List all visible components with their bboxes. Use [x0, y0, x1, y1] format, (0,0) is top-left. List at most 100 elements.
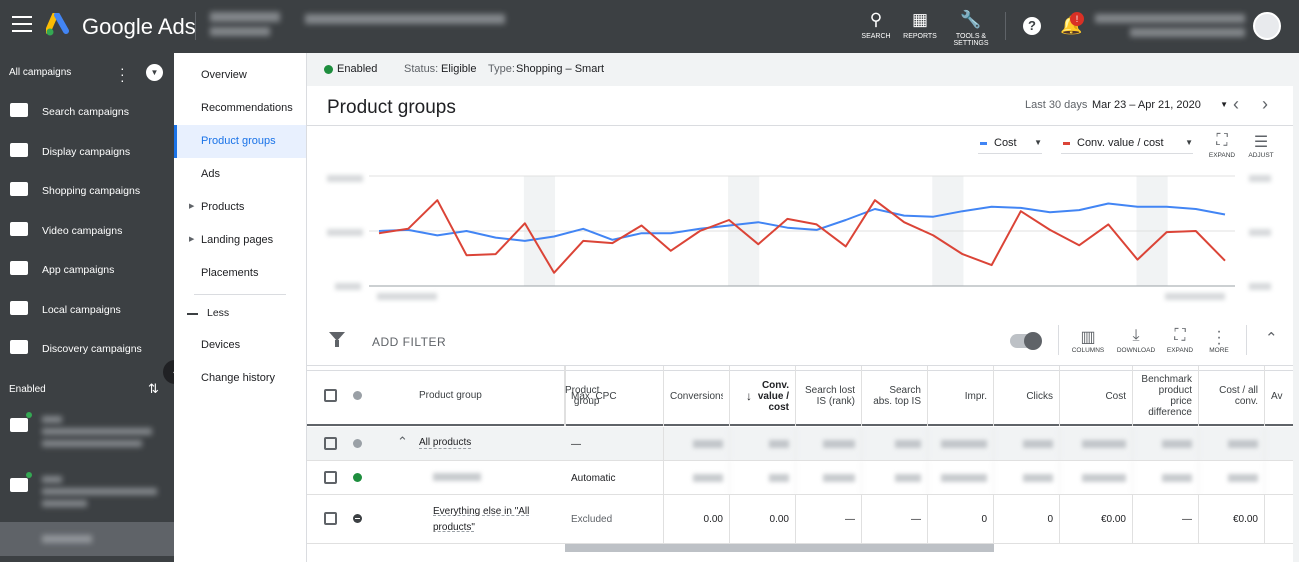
chevron-down-icon[interactable]: ▼ — [146, 64, 163, 81]
table-expand-button[interactable]: ⛶ EXPAND — [1160, 327, 1200, 354]
series-line-cost[interactable] — [378, 202, 1226, 242]
col-max-cpc[interactable]: Max. CPC — [565, 366, 664, 426]
excluded-status-icon[interactable] — [353, 514, 362, 523]
cell-conversions — [664, 461, 730, 495]
columns-icon: ▥ — [1080, 329, 1096, 346]
table-row — [307, 427, 1293, 461]
nav-header[interactable]: All campaigns — [9, 67, 72, 78]
menu-placements[interactable]: Placements — [201, 267, 259, 279]
date-range-picker[interactable]: Mar 23 – Apr 21, 2020 ▼ — [1092, 99, 1228, 111]
add-filter-button[interactable]: ADD FILTER — [372, 335, 447, 349]
product-group-all[interactable]: All products — [419, 437, 472, 449]
metric-selector-1[interactable]: Cost ▼ — [978, 136, 1042, 154]
avatar[interactable] — [1253, 12, 1281, 40]
nav-item-local[interactable]: Local campaigns — [0, 291, 174, 329]
sort-icon[interactable]: ⇅ — [148, 381, 159, 396]
col-product-group-label[interactable]: Product group — [419, 390, 482, 401]
collapse-table-icon[interactable]: ⌃ — [1265, 330, 1278, 347]
menu-change-history[interactable]: Change history — [201, 372, 275, 384]
nav-campaign-1[interactable] — [0, 408, 174, 463]
menu-overview[interactable]: Overview — [201, 69, 247, 81]
caret-right-icon: ▶ — [189, 203, 195, 210]
row-status-dot[interactable] — [353, 473, 362, 482]
product-group-name[interactable] — [433, 473, 481, 481]
enabled-status-dot — [324, 65, 333, 74]
menu-ads[interactable]: Ads — [201, 168, 220, 180]
display-campaign-icon — [10, 143, 28, 157]
cell-cost — [1060, 461, 1133, 495]
product-group-everything-else[interactable]: Everything else in "All products" — [433, 506, 530, 533]
nav-item-shopping[interactable]: Shopping campaigns — [0, 172, 174, 210]
next-period-icon[interactable]: › — [1262, 94, 1268, 114]
nav-selected-adgroup[interactable] — [0, 522, 174, 556]
cell-search-lost-is: — — [796, 495, 862, 544]
metric-selector-2[interactable]: Conv. value / cost ▼ — [1061, 136, 1193, 154]
columns-button[interactable]: ▥ COLUMNS — [1068, 327, 1108, 354]
menu-products[interactable]: ▶ Products — [189, 201, 245, 213]
menu-product-groups[interactable]: Product groups — [174, 125, 306, 158]
horizontal-scrollbar[interactable] — [565, 544, 994, 552]
chart-adjust-button[interactable]: ☰ ADJUST — [1241, 132, 1281, 159]
col-impr[interactable]: Impr. — [928, 366, 994, 426]
help-icon[interactable]: ? — [1023, 17, 1041, 35]
nav-campaign-2[interactable] — [0, 468, 174, 523]
cell-max-cpc[interactable]: — — [565, 427, 664, 461]
previous-period-icon[interactable]: ‹ — [1233, 94, 1239, 114]
menu-devices[interactable]: Devices — [201, 339, 241, 351]
collapse-group-icon[interactable]: ⌃ — [397, 434, 408, 449]
col-conv-value-cost[interactable]: ↓ Conv. value / cost — [730, 366, 796, 426]
app-campaign-icon — [10, 261, 28, 275]
col-clicks[interactable]: Clicks — [994, 366, 1060, 426]
row-checkbox[interactable] — [324, 512, 337, 525]
expand-icon: ⛶ — [1174, 327, 1186, 344]
app-name: Google Ads — [82, 14, 196, 39]
filter-icon[interactable] — [329, 332, 345, 341]
select-all-checkbox[interactable] — [324, 389, 337, 402]
menu-recommendations[interactable]: Recommendations — [201, 102, 293, 114]
cell-conv-value-cost — [730, 427, 796, 461]
col-conversions[interactable]: Conversions — [664, 366, 730, 426]
cell-conversions: 0.00 — [664, 495, 730, 544]
menu-landing-pages[interactable]: ▶ Landing pages — [189, 234, 274, 246]
enabled-status[interactable]: Enabled — [337, 63, 378, 75]
nav-item-video[interactable]: Video campaigns — [0, 212, 174, 250]
row-checkbox[interactable] — [324, 437, 337, 450]
search-icon: ⚲ — [869, 10, 883, 29]
col-search-lost-is[interactable]: Search lost IS (rank) — [796, 366, 862, 426]
nav-item-app[interactable]: App campaigns — [0, 251, 174, 289]
more-vert-icon: · · · — [1216, 323, 1222, 352]
metric-color-swatch — [980, 142, 987, 145]
menu-less-toggle[interactable]: Less — [174, 297, 306, 330]
row-status-dot[interactable] — [353, 439, 362, 448]
col-cost[interactable]: Cost — [1060, 366, 1133, 426]
nav-item-discovery[interactable]: Discovery campaigns — [0, 330, 174, 368]
col-avg[interactable]: Av — [1271, 390, 1283, 402]
nav-item-search[interactable]: Search campaigns — [0, 93, 174, 131]
enabled-dot — [26, 472, 32, 478]
cell-search-abs-top-is — [862, 461, 928, 495]
more-button[interactable]: · · · MORE — [1199, 323, 1239, 355]
account-name[interactable] — [210, 12, 280, 22]
status-column-dot — [353, 391, 362, 400]
cell-max-cpc[interactable]: Automatic — [565, 461, 664, 495]
search-button[interactable]: ⚲ SEARCH — [852, 9, 900, 40]
filter-stem — [335, 340, 339, 347]
tools-settings-button[interactable]: 🔧 TOOLS & SETTINGS — [947, 9, 995, 47]
reports-button[interactable]: ▦ REPORTS — [896, 9, 944, 40]
col-cost-per-conv[interactable]: Cost / all conv. — [1199, 366, 1265, 426]
menu-icon[interactable] — [12, 16, 32, 32]
chart-expand-button[interactable]: ⛶ EXPAND — [1202, 132, 1242, 159]
dropdown-arrow-icon: ▼ — [1034, 138, 1042, 147]
more-options-icon[interactable]: · · · — [120, 60, 125, 88]
cell-cost: €0.00 — [1060, 495, 1133, 544]
col-benchmark-price-diff[interactable]: Benchmark product price difference — [1133, 366, 1199, 426]
series-line-conv-value-cost[interactable] — [378, 199, 1226, 274]
download-button[interactable]: ⤓ DOWNLOAD — [1116, 327, 1156, 354]
nav-item-display[interactable]: Display campaigns — [0, 133, 174, 171]
cell-max-cpc[interactable]: Excluded — [565, 495, 664, 544]
row-checkbox[interactable] — [324, 471, 337, 484]
col-search-abs-top-is[interactable]: Search abs. top IS — [862, 366, 928, 426]
cell-clicks — [994, 427, 1060, 461]
campaign-breadcrumb[interactable] — [305, 14, 505, 24]
view-toggle[interactable] — [1010, 332, 1042, 350]
